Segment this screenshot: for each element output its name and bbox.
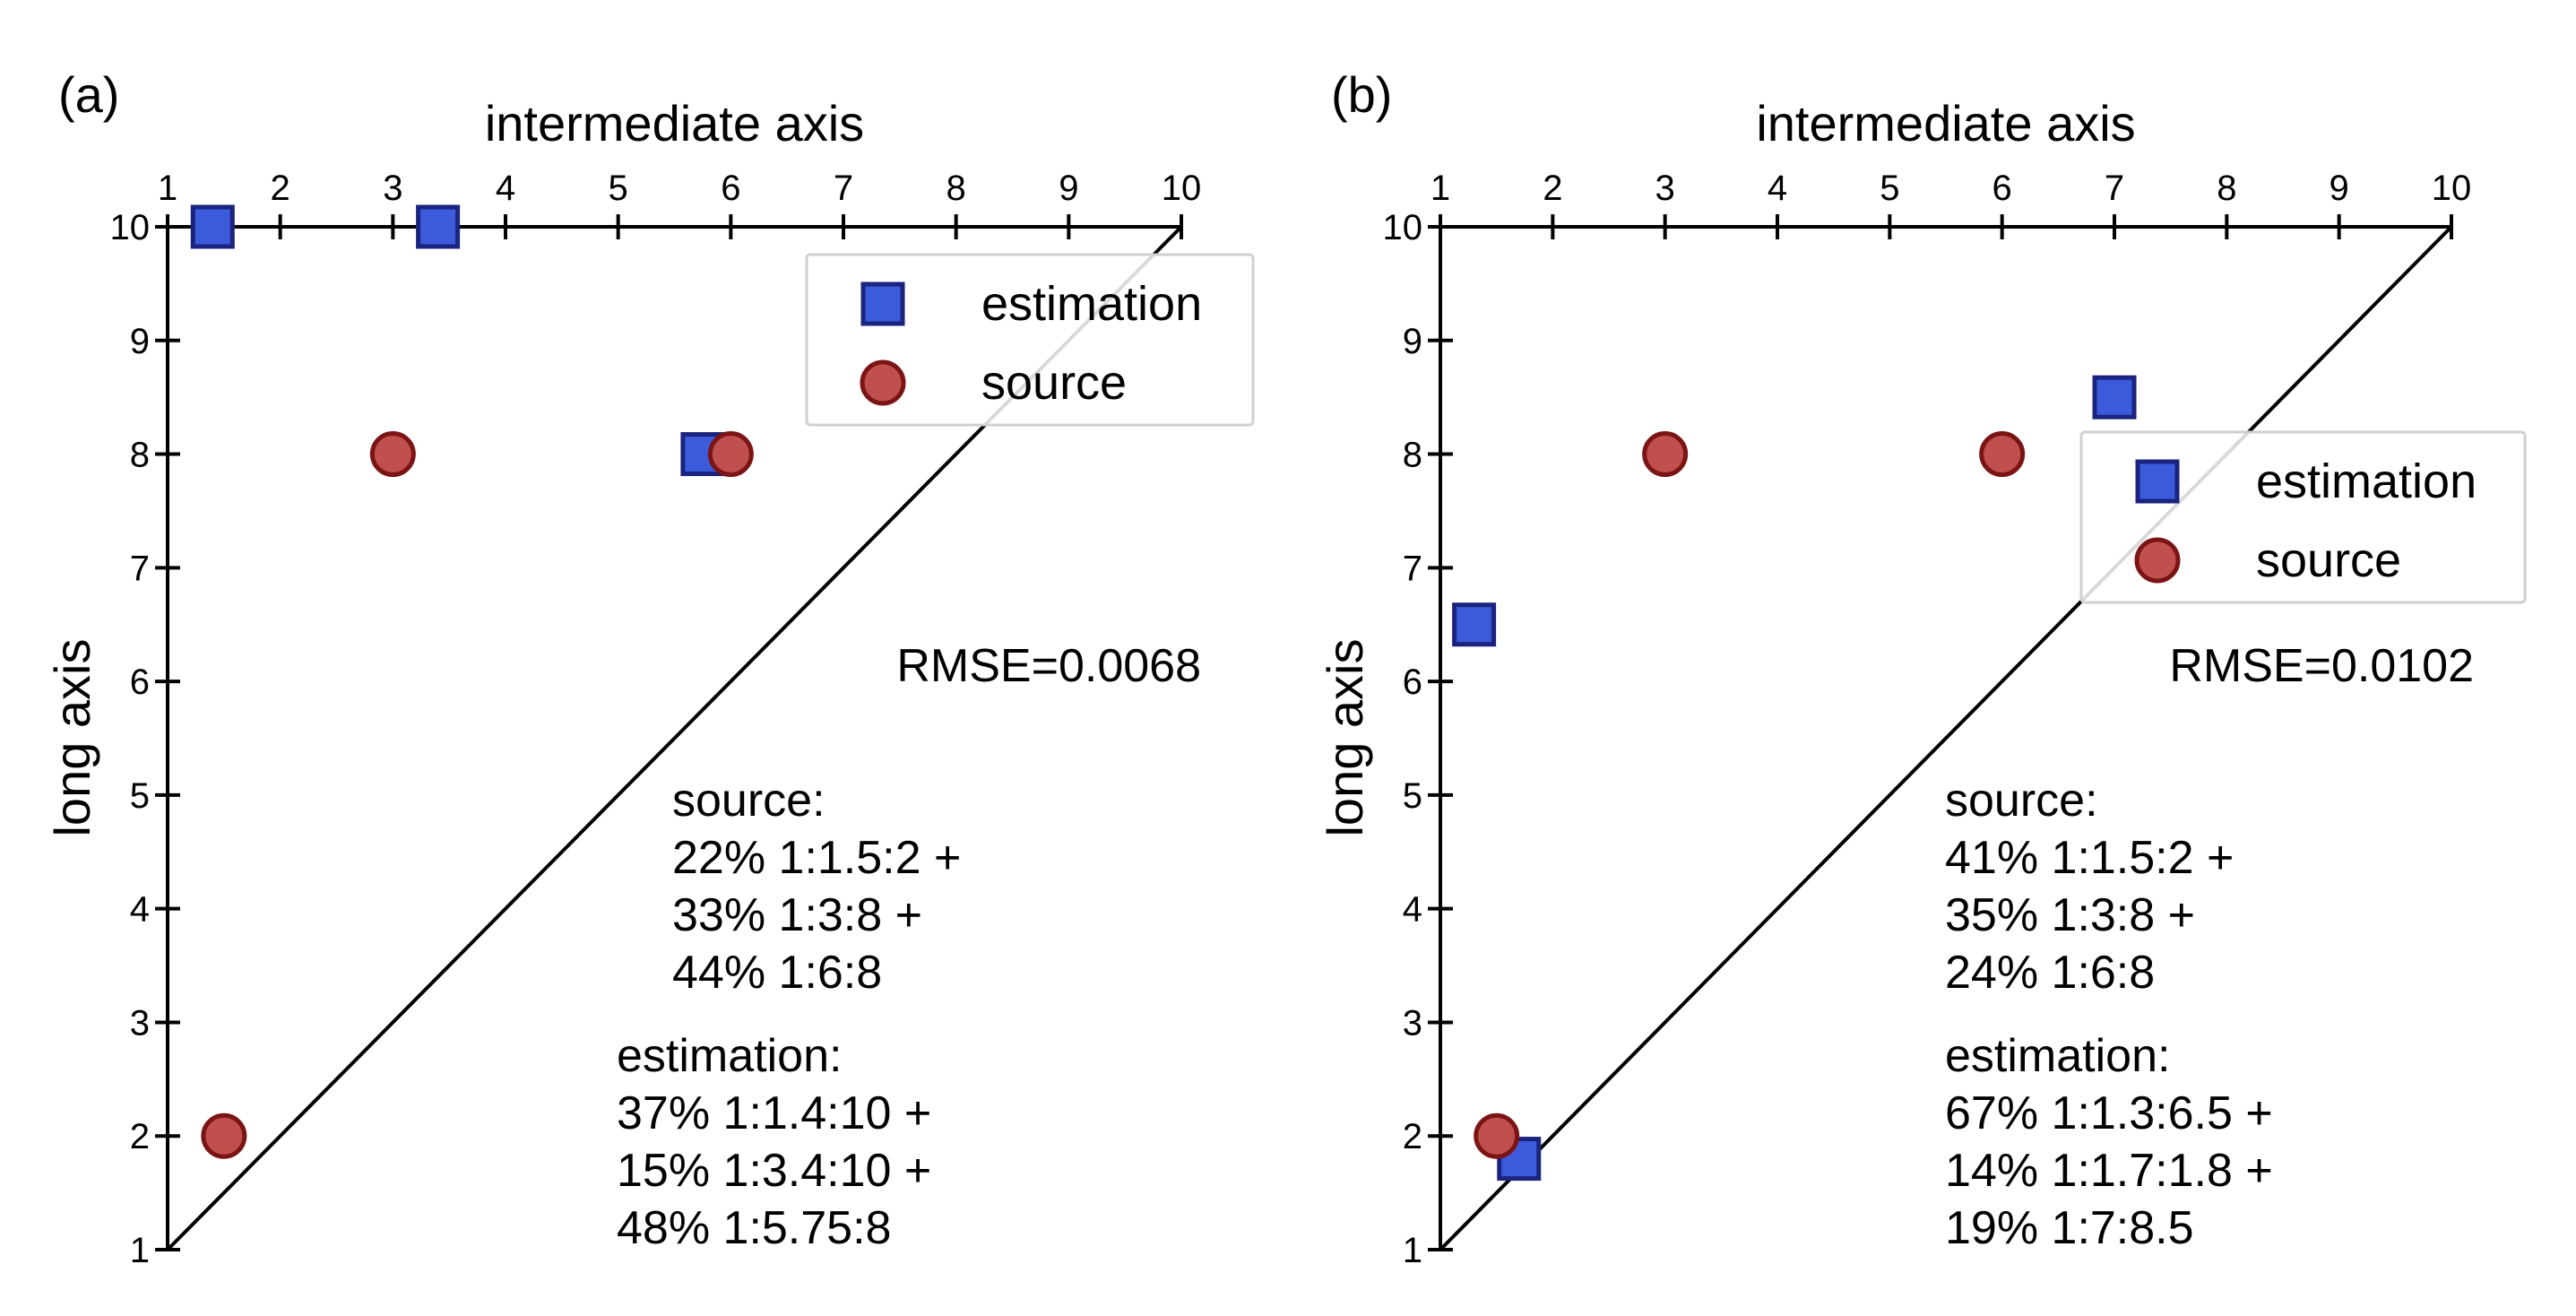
x-tick-label: 4 xyxy=(496,169,515,208)
y-axis-title: long axis xyxy=(1317,638,1373,836)
y-tick-label: 9 xyxy=(1403,322,1422,361)
x-tick-label: 10 xyxy=(2432,169,2472,208)
legend-marker-source xyxy=(2134,537,2181,584)
y-tick-label: 4 xyxy=(130,890,150,930)
y-tick-label: 4 xyxy=(1403,890,1422,930)
x-tick-label: 3 xyxy=(383,169,402,208)
x-tick-label: 5 xyxy=(1880,169,1899,208)
y-axis-title: long axis xyxy=(44,638,100,836)
source-point xyxy=(1474,1113,1520,1159)
x-tick-label: 9 xyxy=(1059,169,1078,208)
source-line: 44% 1:6:8 xyxy=(672,947,882,999)
estimation-line: 67% 1:1.3:6.5 + xyxy=(1945,1087,2273,1139)
source-line: 33% 1:3:8 + xyxy=(672,889,922,941)
y-tick-label: 10 xyxy=(110,208,151,247)
x-tick-label: 8 xyxy=(947,169,966,208)
source-line: 35% 1:3:8 + xyxy=(1945,889,2195,941)
source-point xyxy=(369,431,416,478)
diagonal-line xyxy=(1439,225,2453,1251)
y-tick-label: 5 xyxy=(130,776,150,816)
x-tick-label: 6 xyxy=(721,169,740,208)
legend-label-source: source xyxy=(2256,533,2401,587)
legend-marker-estimation xyxy=(860,281,905,326)
legend-label-source: source xyxy=(981,356,1127,410)
y-tick-label: 2 xyxy=(1403,1117,1422,1156)
y-tick-label: 8 xyxy=(130,436,150,475)
estimation-point xyxy=(416,204,461,249)
y-tick-label: 1 xyxy=(130,1231,150,1270)
source-heading: source: xyxy=(672,775,826,827)
legend-label-estimation: estimation xyxy=(981,277,1202,331)
x-tick-label: 8 xyxy=(2217,169,2236,208)
panel-label: (b) xyxy=(1331,66,1392,123)
source-point xyxy=(1642,431,1689,478)
legend-label-estimation: estimation xyxy=(2256,455,2477,508)
estimation-point xyxy=(2092,375,2137,420)
panel-label: (a) xyxy=(58,66,119,123)
legend-marker-estimation xyxy=(2135,459,2180,504)
estimation-point xyxy=(1452,602,1497,647)
source-point xyxy=(201,1113,247,1159)
estimation-line: 15% 1:3.4:10 + xyxy=(617,1145,931,1197)
x-tick-label: 4 xyxy=(1768,169,1787,208)
y-tick-label: 6 xyxy=(130,662,150,702)
y-tick-label: 10 xyxy=(1383,208,1423,247)
source-line: 22% 1:1.5:2 + xyxy=(672,832,961,884)
source-line: 24% 1:6:8 xyxy=(1945,947,2155,999)
legend-box xyxy=(805,253,1255,427)
y-tick-label: 3 xyxy=(130,1003,150,1043)
y-tick-label: 9 xyxy=(130,322,150,361)
x-tick-label: 7 xyxy=(834,169,853,208)
x-tick-label: 2 xyxy=(1543,169,1562,208)
y-tick-label: 2 xyxy=(130,1117,150,1156)
estimation-line: 14% 1:1.7:1.8 + xyxy=(1945,1145,2273,1197)
y-tick-label: 3 xyxy=(1403,1003,1422,1043)
panel-b: (b) intermediate axis long axis 1 2 3 4 5 6 7 8 9 10… xyxy=(1317,66,2527,1270)
y-tick-label: 8 xyxy=(1403,436,1422,475)
estimation-point xyxy=(190,204,235,249)
x-tick-label: 7 xyxy=(2105,169,2124,208)
source-point xyxy=(1979,431,2026,478)
legend-marker-source xyxy=(860,359,906,406)
x-axis-title: intermediate axis xyxy=(485,95,864,152)
estimation-heading: estimation: xyxy=(1945,1030,2170,1082)
y-tick-label: 6 xyxy=(1403,662,1422,702)
source-heading: source: xyxy=(1945,775,2098,827)
legend-box xyxy=(2079,430,2527,604)
x-tick-label: 1 xyxy=(158,169,177,208)
y-tick-label: 7 xyxy=(1403,549,1422,588)
y-tick-label: 7 xyxy=(130,549,150,588)
estimation-line: 37% 1:1.4:10 + xyxy=(617,1087,931,1139)
estimation-line: 19% 1:7:8.5 xyxy=(1945,1202,2194,1254)
x-tick-label: 10 xyxy=(1162,169,1202,208)
x-axis-title: intermediate axis xyxy=(1756,95,2135,152)
source-line: 41% 1:1.5:2 + xyxy=(1945,832,2234,884)
y-tick-label: 1 xyxy=(1403,1231,1422,1270)
estimation-heading: estimation: xyxy=(617,1030,842,1082)
x-tick-label: 3 xyxy=(1655,169,1675,208)
y-tick-label: 5 xyxy=(1403,776,1422,816)
x-tick-label: 2 xyxy=(271,169,290,208)
source-point xyxy=(707,431,754,478)
x-tick-label: 9 xyxy=(2330,169,2349,208)
x-tick-label: 1 xyxy=(1431,169,1450,208)
x-tick-label: 6 xyxy=(1993,169,2012,208)
rmse-label: RMSE=0.0068 xyxy=(896,640,1201,692)
panel-a: (a) intermediate axis long axis 1 2 3 4 5 6 7 8 9 10… xyxy=(44,66,1255,1270)
x-tick-label: 5 xyxy=(609,169,628,208)
estimation-line: 48% 1:5.75:8 xyxy=(617,1202,891,1254)
rmse-label: RMSE=0.0102 xyxy=(2169,640,2474,692)
